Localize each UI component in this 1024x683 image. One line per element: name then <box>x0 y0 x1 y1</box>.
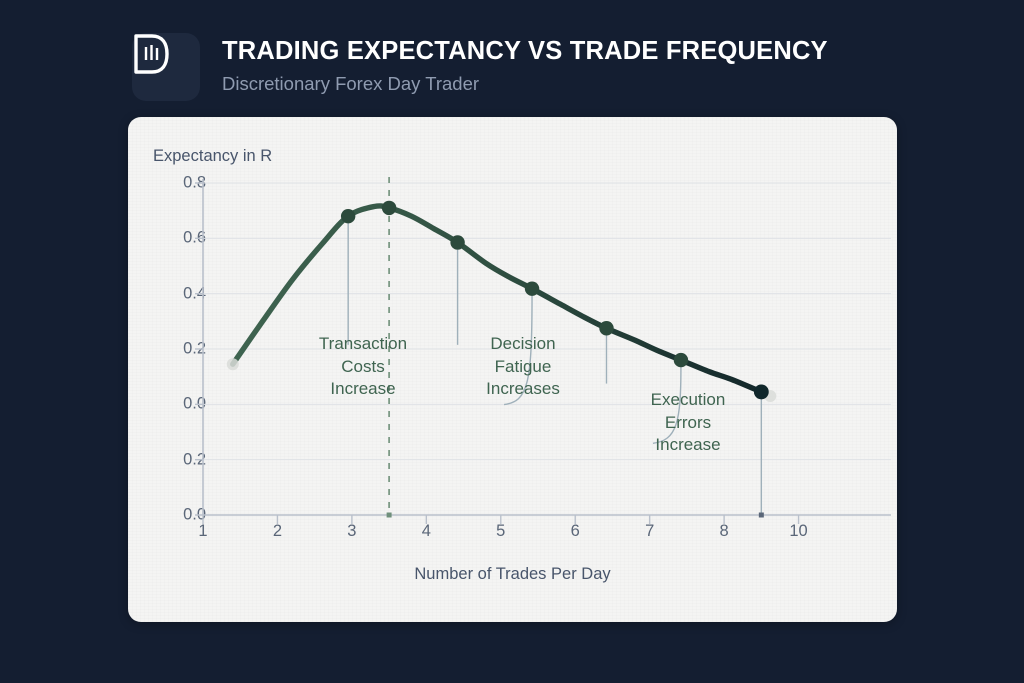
annotation-line: Fatigue <box>494 356 552 376</box>
y-tick-label: 0.0 <box>183 394 206 413</box>
x-tick-label: 2 <box>272 522 283 540</box>
brand-logo-badge <box>132 33 200 101</box>
letter-d-bars-logo-icon <box>134 34 169 74</box>
expectancy-curve <box>230 203 765 395</box>
page-subtitle: Discretionary Forex Day Trader <box>222 73 480 95</box>
annotation-line: Increase <box>655 435 721 455</box>
data-point-late-point <box>673 352 689 368</box>
y-tick-label: 0.4 <box>183 284 206 303</box>
annotation-line: Execution <box>650 390 726 409</box>
title-block: TRADING EXPECTANCY VS TRADE FREQUENCY Di… <box>222 33 828 94</box>
header: TRADING EXPECTANCY VS TRADE FREQUENCY Di… <box>132 33 828 101</box>
x-tick-label: 5 <box>496 522 506 540</box>
y-tick-label: 0.0 <box>183 505 206 524</box>
baseline-anchor-dot <box>758 512 764 518</box>
annotation-line: Increases <box>486 379 560 399</box>
x-tick-label: 4 <box>421 522 431 540</box>
y-axis-tick-labels: 0.8 0.6 0.4 0.2 0.0 0.2 0.0 <box>128 117 206 622</box>
annotation-decision-fatigue: Decision Fatigue Increases <box>443 333 603 401</box>
y-tick-label: 0.8 <box>183 173 206 192</box>
annotation-line: Decision <box>490 334 556 353</box>
x-tick-label: 1 <box>198 522 208 540</box>
x-axis-title: Number of Trades Per Day <box>414 565 611 583</box>
annotation-execution-errors: Execution Errors Increase <box>608 389 768 457</box>
page-title: TRADING EXPECTANCY VS TRADE FREQUENCY <box>222 37 828 65</box>
leader-late-point <box>652 366 682 444</box>
x-tick-label: 6 <box>570 522 580 540</box>
x-tick-label: 10 <box>789 522 808 540</box>
data-point-midpoint <box>524 281 540 296</box>
data-point-execution-errors-point <box>599 321 614 336</box>
annotation-transaction-costs: Transaction Costs Increase <box>283 333 443 401</box>
annotation-line: Increase <box>330 379 396 399</box>
y-tick-label: 0.2 <box>183 339 206 358</box>
leader-mid-curve <box>503 294 533 406</box>
annotation-line: Errors <box>664 412 712 432</box>
data-point-decision-fatigue-point <box>450 235 465 250</box>
x-tick-label: 7 <box>645 522 655 540</box>
chart-card: Expectancy in R Number of Trades Per Day… <box>128 117 897 622</box>
y-axis-title: Expectancy in R <box>153 147 273 165</box>
annotation-line: Costs <box>341 356 385 376</box>
y-tick-label: 0.6 <box>183 228 206 247</box>
x-tick-label: 8 <box>719 522 729 540</box>
y-tick-label: 0.2 <box>183 450 206 469</box>
chart-plot-area <box>195 177 891 524</box>
data-point-optimal-peak-point <box>381 200 397 216</box>
data-point-start-point <box>226 358 239 371</box>
annotation-line: Transaction <box>318 334 408 353</box>
data-point-transaction-costs-point <box>340 209 356 224</box>
threshold-baseline-dot <box>386 512 392 518</box>
data-point-end-emphasis <box>753 384 769 400</box>
x-tick-label: 3 <box>347 522 357 540</box>
